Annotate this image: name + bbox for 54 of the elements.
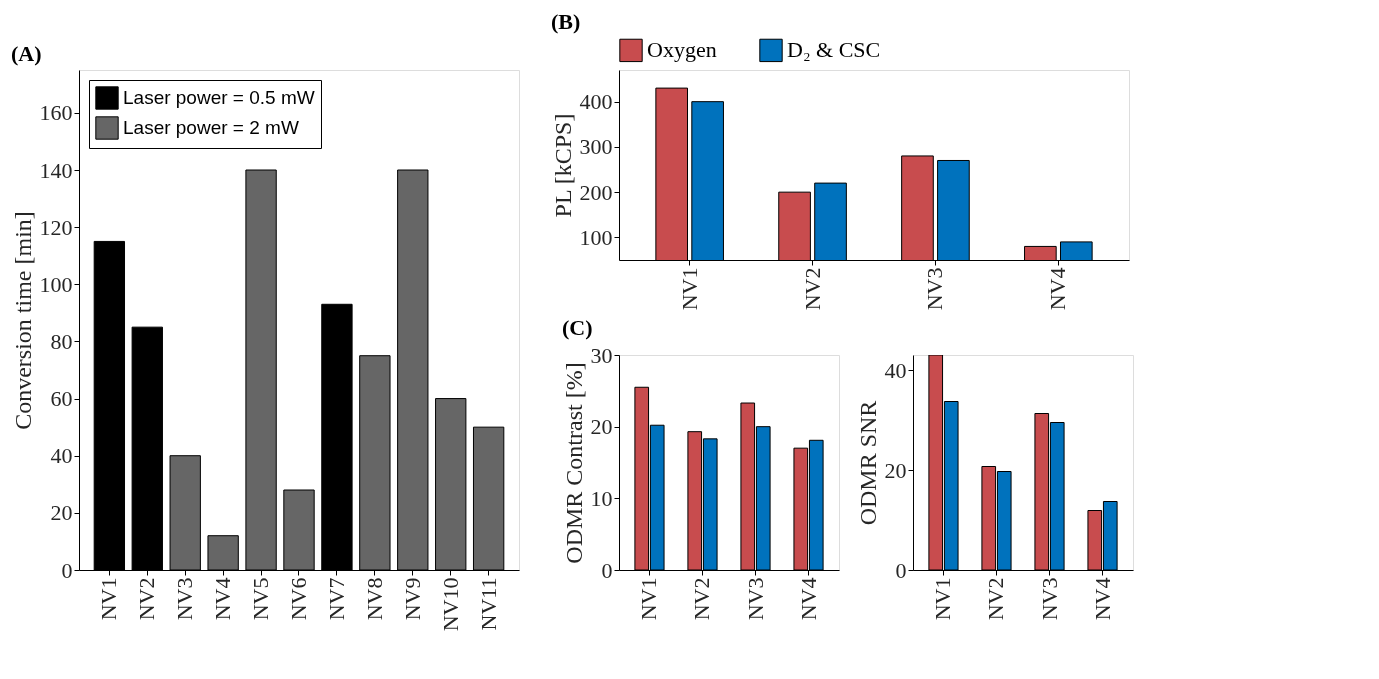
y-tick-label: 40 [50, 443, 73, 469]
x-tick-label: NV4 [1045, 267, 1071, 311]
x-tick-label: NV3 [1036, 577, 1062, 621]
y-tick-label: 140 [39, 157, 73, 183]
x-tick-label: NV11 [475, 577, 501, 631]
x-tick-label: NV9 [399, 577, 425, 621]
x-tick-label: NV1 [636, 577, 662, 621]
x-tick-label: NV10 [437, 577, 463, 632]
x-tick-label: NV3 [742, 577, 768, 621]
x-tick-label: NV4 [795, 577, 821, 621]
y-tick-label: 0 [61, 557, 73, 583]
x-tick-label: NV6 [286, 577, 311, 621]
legend-label: Laser power = 2 mW [123, 117, 299, 138]
y-tick-label: 300 [579, 134, 613, 160]
y-tick-label: 100 [579, 224, 613, 250]
x-tick-label: NV2 [689, 577, 715, 621]
legend-label: Laser power = 0.5 mW [123, 87, 315, 108]
y-tick-label: 0 [601, 557, 613, 583]
y-tick-label: 40 [884, 357, 907, 383]
x-tick-label: NV4 [210, 577, 236, 621]
legend-label: D₂ & CSC [787, 37, 881, 63]
y-tick-label: 20 [590, 414, 613, 440]
x-tick-label: NV2 [983, 577, 1009, 621]
x-tick-label: NV1 [930, 577, 956, 621]
legend-label: Oxygen [647, 37, 717, 63]
x-tick-label: NV4 [1089, 577, 1115, 621]
x-tick-label: NV1 [96, 577, 122, 621]
y-tick-label: 200 [579, 179, 613, 205]
y-axis-title: PL [kCPS] [549, 113, 576, 218]
y-tick-label: 10 [590, 485, 613, 511]
x-tick-label: NV5 [248, 577, 274, 621]
text: (C) [562, 315, 593, 340]
y-tick-label: 400 [579, 89, 613, 115]
y-tick-label: 60 [50, 386, 73, 412]
y-tick-label: 20 [884, 457, 907, 483]
y-tick-label: 30 [590, 342, 613, 368]
y-tick-label: 20 [50, 500, 73, 526]
y-axis-title: ODMR SNR [854, 400, 881, 526]
y-tick-label: 0 [895, 557, 907, 583]
y-axis-title: Conversion time [min] [9, 211, 36, 430]
x-tick-label: NV2 [799, 267, 825, 311]
y-tick-label: 160 [39, 100, 73, 126]
y-tick-label: 80 [50, 328, 73, 354]
x-tick-label: NV8 [361, 577, 387, 621]
x-tick-label: NV1 [676, 267, 702, 311]
x-tick-label: NV3 [172, 577, 198, 621]
y-tick-label: 120 [39, 214, 73, 240]
y-tick-label: 100 [39, 271, 73, 297]
x-tick-label: NV7 [323, 577, 349, 621]
x-tick-label: NV3 [922, 267, 948, 311]
text: (B) [551, 9, 581, 34]
x-tick-label: NV2 [134, 577, 160, 621]
text: (A) [11, 41, 42, 66]
y-axis-title: ODMR Contrast [%] [560, 362, 587, 564]
